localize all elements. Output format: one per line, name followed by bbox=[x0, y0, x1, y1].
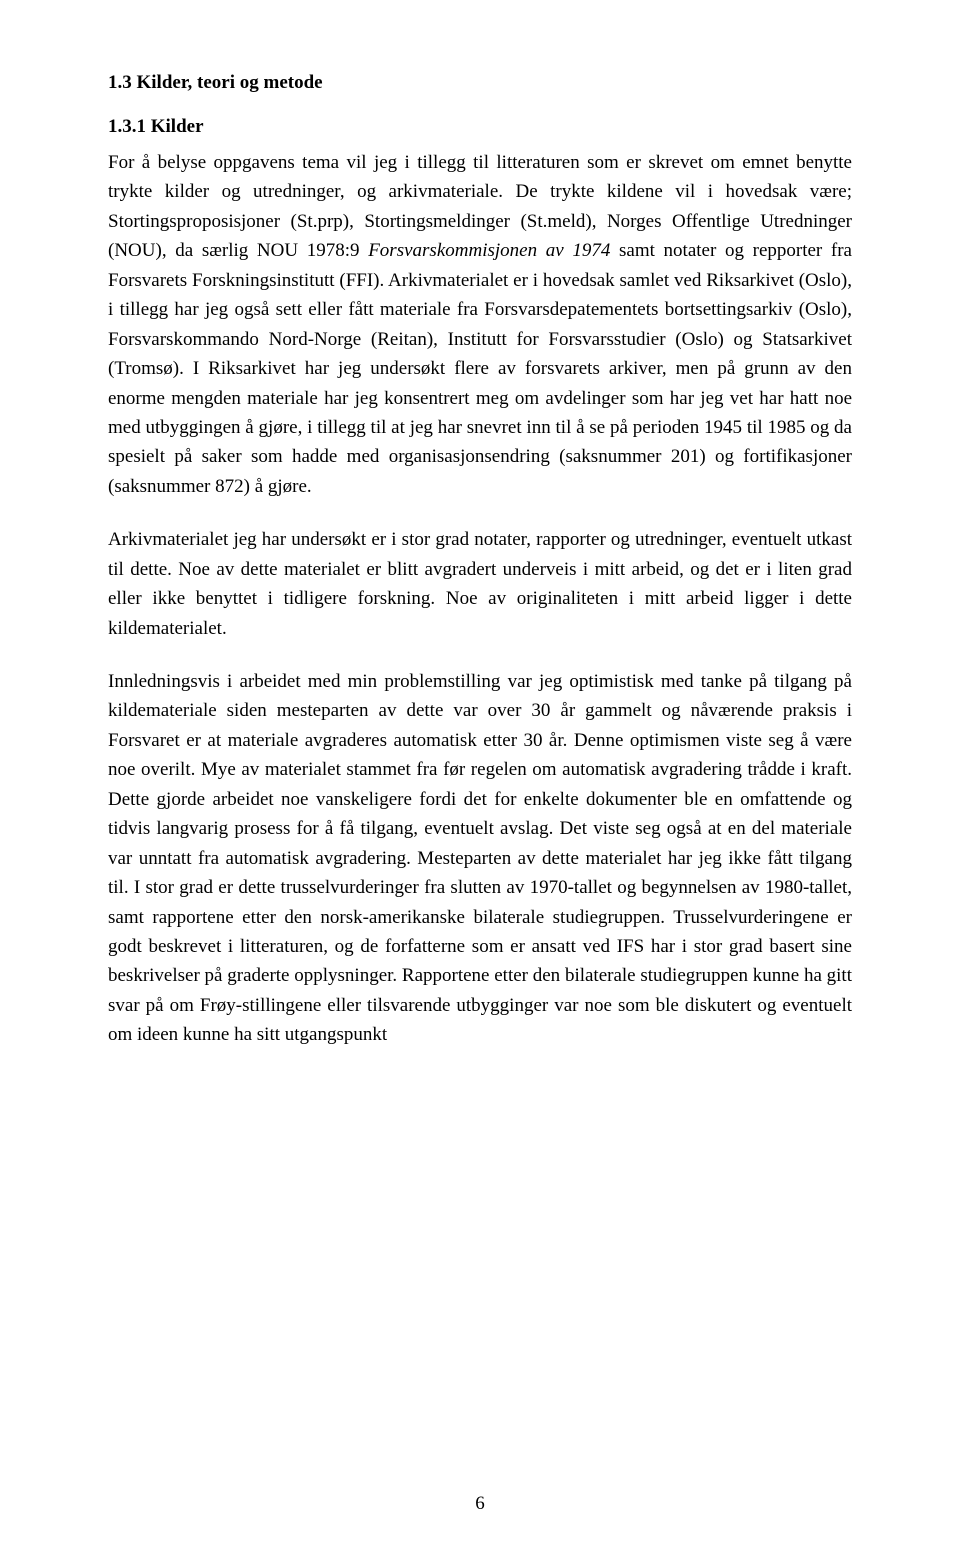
subsection-heading: 1.3.1 Kilder bbox=[108, 116, 852, 138]
page-number: 6 bbox=[0, 1493, 960, 1515]
body-paragraph-2: Arkivmaterialet jeg har undersøkt er i s… bbox=[108, 525, 852, 643]
paragraph-text: samt notater og repporter fra Forsvarets… bbox=[108, 240, 852, 497]
italic-text: Forsvarskommisjonen av 1974 bbox=[368, 240, 610, 261]
section-heading: 1.3 Kilder, teori og metode bbox=[108, 72, 852, 94]
body-paragraph-3: Innledningsvis i arbeidet med min proble… bbox=[108, 667, 852, 1050]
body-paragraph-1: For å belyse oppgavens tema vil jeg i ti… bbox=[108, 148, 852, 501]
